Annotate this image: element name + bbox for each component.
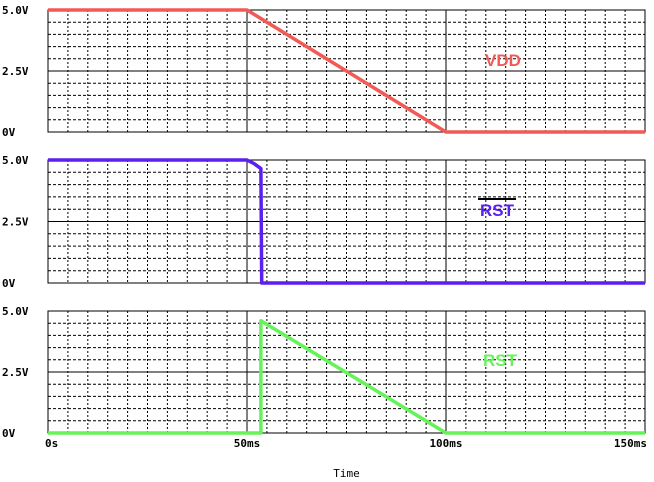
series-line-rst	[48, 158, 645, 285]
y-tick-label: 2.5V	[2, 65, 29, 78]
x-tick-label: 100ms	[429, 437, 462, 450]
x-tick-label: 50ms	[234, 437, 261, 450]
series-label-rst: RST	[483, 351, 518, 370]
y-tick-label: 0V	[2, 277, 16, 290]
y-tick-label: 5.0V	[2, 4, 29, 17]
x-tick-label: 150ms	[614, 437, 647, 450]
y-tick-label: 2.5V	[2, 216, 29, 229]
series-label-vdd: VDD	[485, 51, 521, 70]
series-label-rst: RST	[480, 201, 515, 220]
y-tick-label: 0V	[2, 427, 16, 440]
series-line-vdd	[48, 8, 645, 134]
y-tick-label: 2.5V	[2, 366, 29, 379]
series-line-rst	[48, 319, 645, 435]
plot-frame	[47, 9, 646, 133]
y-tick-label: 5.0V	[2, 154, 29, 167]
x-tick-label: 0s	[45, 437, 58, 450]
plot-frame	[47, 310, 646, 434]
y-tick-label: 5.0V	[2, 305, 29, 318]
x-axis-title: Time	[333, 467, 360, 480]
y-tick-label: 0V	[2, 126, 16, 139]
